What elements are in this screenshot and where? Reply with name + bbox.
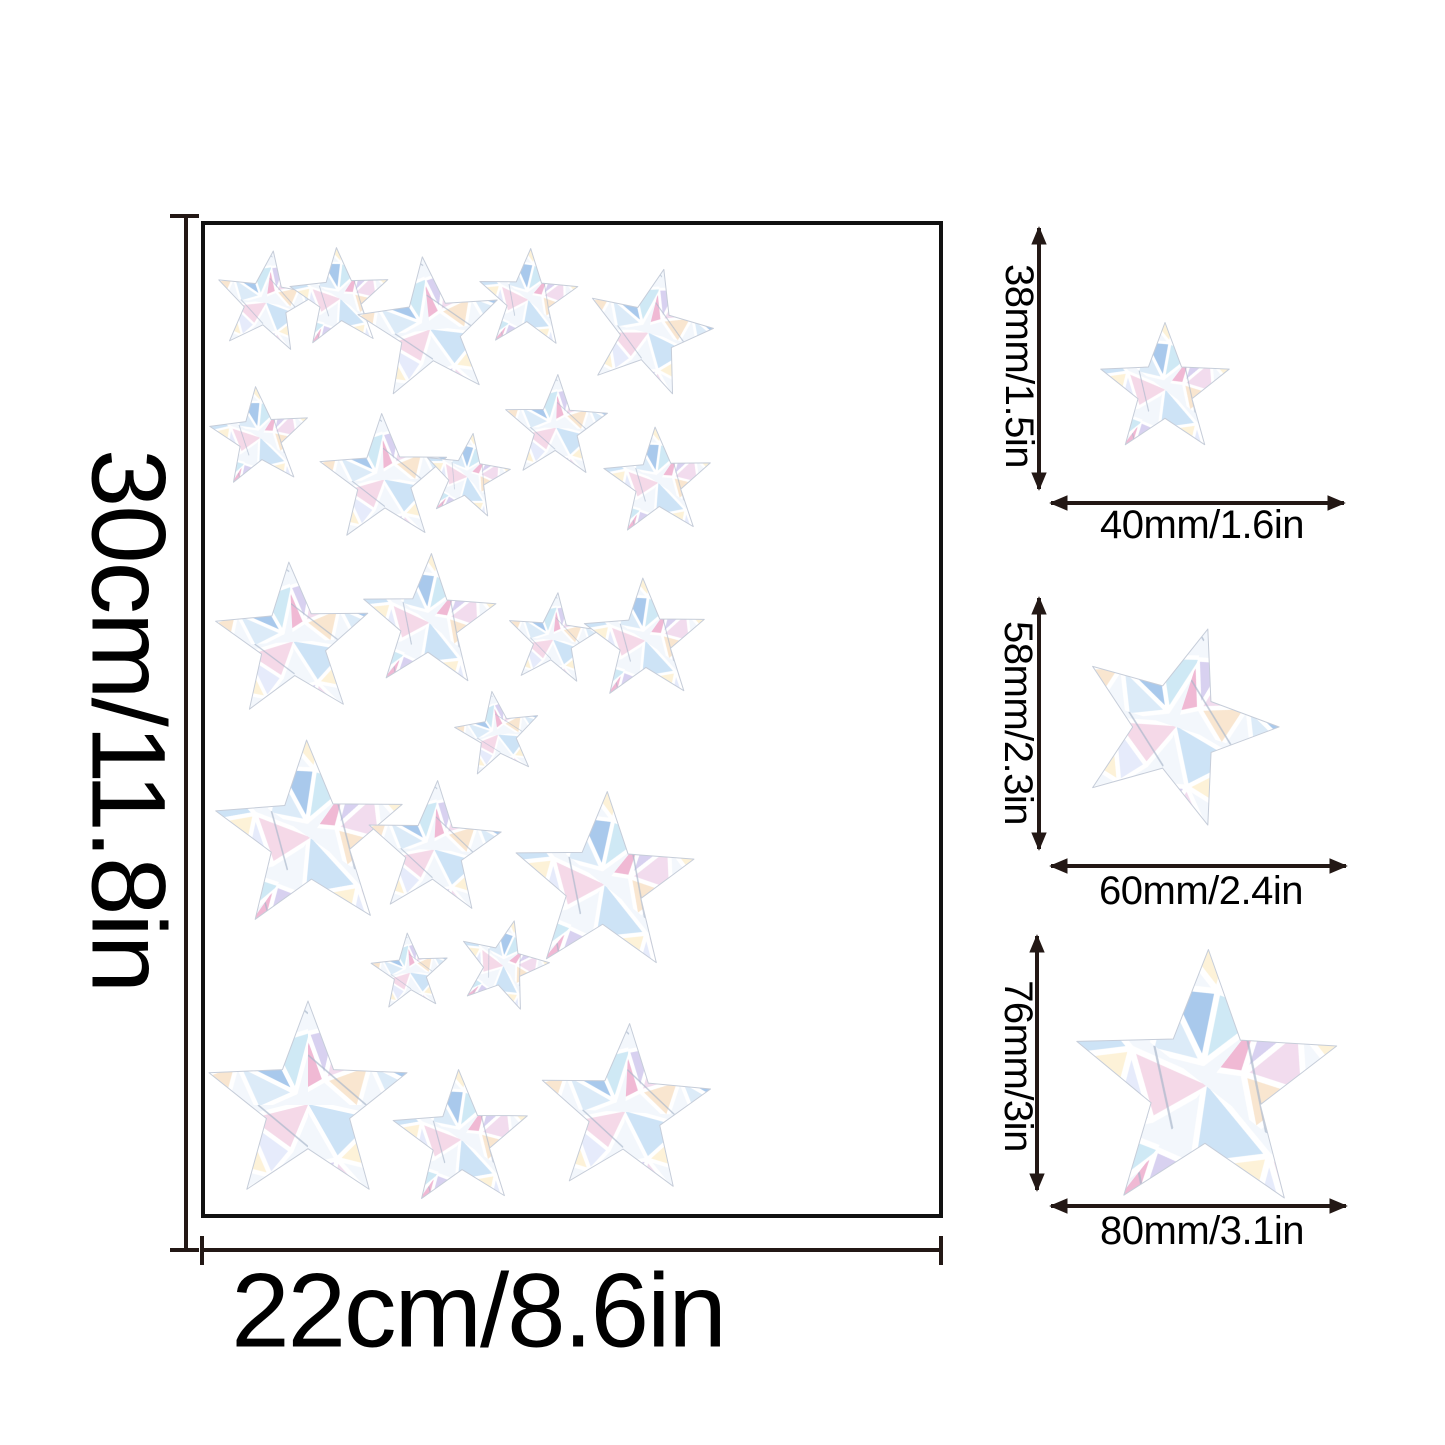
sheet-dimension-lines [170, 214, 943, 1265]
size-guide-star-small [1100, 321, 1230, 446]
size-guide-star-group [1055, 321, 1340, 1201]
medium-star-height-label: 58mm/2.3in [996, 621, 1040, 825]
sheet-height-label: 30cm/11.8in [69, 448, 187, 992]
size-guide-star-large [1072, 945, 1340, 1201]
medium-star-width-label: 60mm/2.4in [1099, 869, 1303, 913]
large-star-height-label: 76mm/3in [996, 980, 1040, 1152]
small-star-height-label: 38mm/1.5in [997, 264, 1041, 468]
size-guide-star-medium [1055, 597, 1303, 838]
sheet-width-label: 22cm/8.6in [231, 1252, 727, 1370]
large-star-width-label: 80mm/3.1in [1100, 1209, 1304, 1253]
size-guide-arrows [1029, 226, 1348, 1214]
small-star-width-label: 40mm/1.6in [1100, 503, 1304, 547]
